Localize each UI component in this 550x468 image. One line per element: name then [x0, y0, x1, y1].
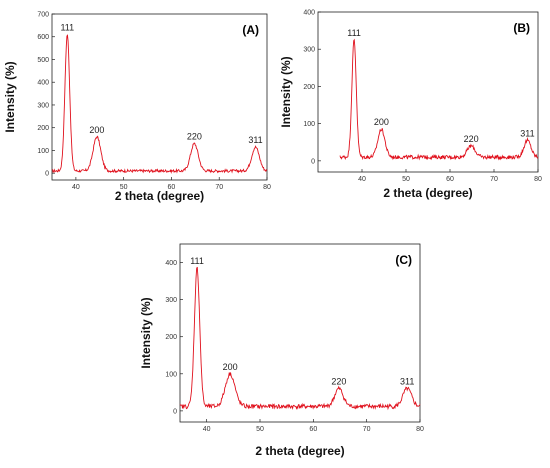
y-tick-label: 600: [37, 34, 49, 41]
y-tick-label: 400: [165, 260, 177, 267]
x-tick-label: 70: [363, 426, 371, 433]
peak-label: 111: [190, 256, 204, 266]
x-axis-title: 2 theta (degree): [255, 444, 344, 458]
panel-label: (A): [242, 23, 259, 37]
peak-label: 200: [374, 117, 389, 127]
y-tick-label: 0: [173, 408, 177, 415]
y-tick-label: 300: [165, 297, 177, 304]
peak-label: 220: [187, 132, 202, 142]
peak-label: 111: [60, 22, 74, 32]
panel-3: 40 50 60 70 80 0 100 200 300 400 2 theta (degree) I…: [139, 243, 424, 458]
x-tick-label: 50: [120, 184, 128, 191]
xrd-trace: [339, 38, 539, 161]
x-tick-label: 60: [446, 176, 454, 183]
x-tick-label: 50: [402, 176, 410, 183]
y-tick-label: 200: [303, 84, 315, 91]
plot-frame: [179, 243, 421, 423]
x-axis-title: 2 theta (degree): [115, 189, 204, 203]
y-tick-label: 100: [37, 148, 49, 155]
x-axis-title: 2 theta (degree): [383, 186, 472, 200]
x-tick-label: 80: [416, 426, 424, 433]
peak-label: 111: [347, 28, 361, 38]
panel-label: (B): [513, 21, 530, 35]
y-tick-label: 0: [311, 158, 315, 165]
plot-frame: [317, 11, 539, 173]
y-tick-label: 400: [303, 10, 315, 17]
y-tick-label: 0: [45, 171, 49, 178]
x-tick-label: 40: [358, 176, 366, 183]
panel-label: (C): [395, 253, 412, 267]
peak-label: 311: [400, 377, 414, 387]
panel-2: 40 50 60 70 80 0 100 200 300 400 2 theta (degree) I…: [279, 10, 542, 201]
y-axis-title: Intensity (%): [279, 56, 293, 127]
x-tick-label: 80: [534, 176, 542, 183]
peak-label: 200: [223, 362, 238, 372]
x-tick-label: 50: [256, 426, 264, 433]
x-tick-label: 40: [72, 184, 80, 191]
peak-label: 311: [248, 135, 262, 145]
y-tick-label: 400: [37, 80, 49, 87]
x-tick-label: 70: [215, 184, 223, 191]
y-tick-label: 100: [303, 121, 315, 128]
peak-label: 220: [464, 134, 479, 144]
y-axis-title: Intensity (%): [139, 297, 153, 368]
x-tick-label: 80: [263, 184, 271, 191]
y-tick-label: 200: [37, 125, 49, 132]
panel-1: 40 50 60 70 80 0 100 200 300 400 500 600 700 2 theta …: [3, 12, 271, 204]
y-tick-label: 300: [303, 47, 315, 54]
xrd-trace: [51, 34, 268, 175]
y-tick-label: 100: [165, 371, 177, 378]
x-tick-label: 40: [203, 426, 211, 433]
y-tick-label: 200: [165, 334, 177, 341]
peak-label: 200: [89, 125, 104, 135]
plot-frame: [51, 13, 268, 181]
y-tick-label: 700: [37, 12, 49, 19]
peak-label: 220: [331, 377, 346, 387]
x-tick-label: 60: [309, 426, 317, 433]
x-tick-label: 70: [490, 176, 498, 183]
y-tick-label: 500: [37, 57, 49, 64]
xrd-trace: [179, 266, 421, 411]
peak-label: 311: [520, 128, 534, 138]
y-tick-label: 300: [37, 102, 49, 109]
y-axis-title: Intensity (%): [3, 61, 17, 132]
x-tick-label: 60: [168, 184, 176, 191]
